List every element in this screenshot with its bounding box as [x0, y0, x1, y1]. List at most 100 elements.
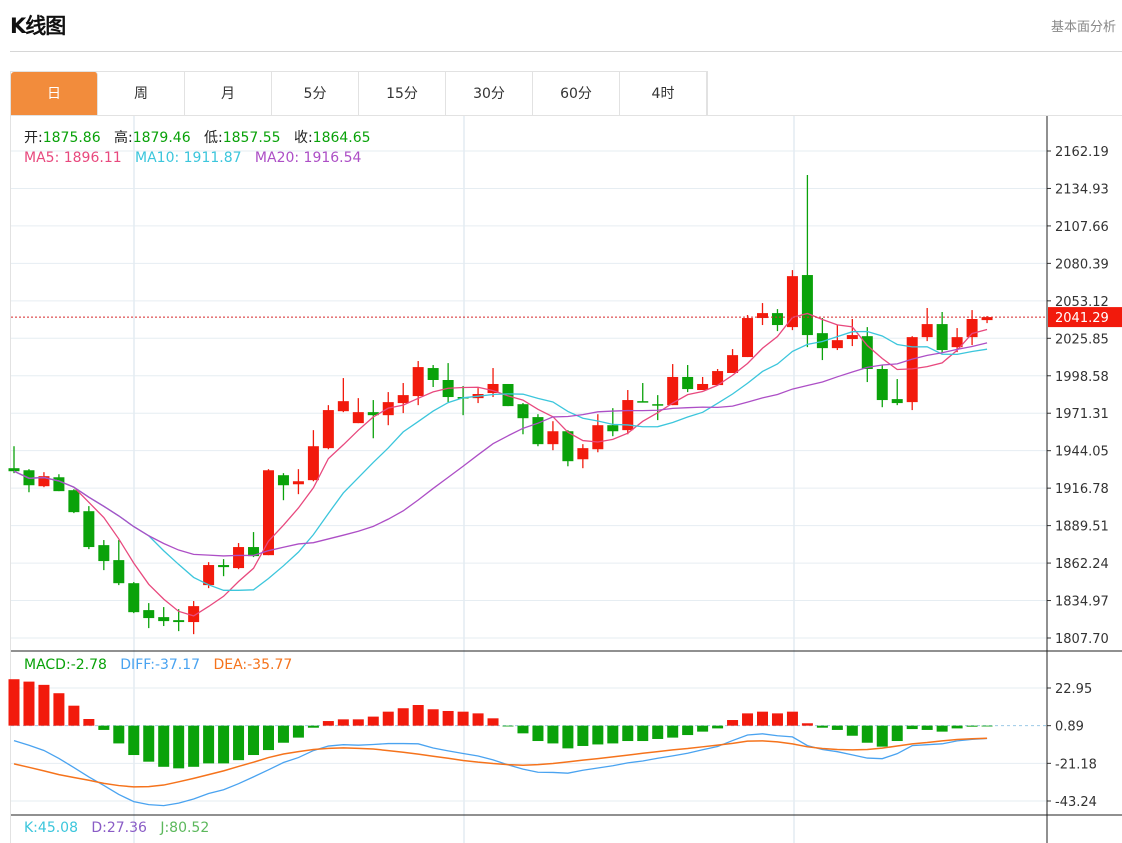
macd-bar — [173, 725, 185, 769]
macd-bar — [757, 711, 768, 726]
macd-bar — [337, 719, 349, 726]
dea-line — [13, 737, 988, 788]
candle-body — [38, 476, 50, 487]
macd-bar — [23, 681, 35, 726]
macd-bar — [442, 710, 454, 726]
diff-line — [13, 733, 988, 807]
candle-body — [682, 376, 694, 390]
candle — [98, 540, 110, 571]
candle-body — [262, 470, 274, 556]
price-tick-label: 1834.97 — [1055, 595, 1109, 610]
k-label: K: — [24, 820, 38, 836]
tab-month[interactable]: 月 — [185, 72, 272, 116]
macd-tick-label: 0.89 — [1055, 720, 1084, 735]
macd-bar — [517, 725, 529, 734]
fundamental-analysis-link[interactable]: 基本面分析 — [1051, 20, 1117, 35]
candle-body — [891, 399, 903, 404]
tab-5min[interactable]: 5分 — [272, 72, 359, 116]
macd-bar — [876, 725, 888, 747]
candle — [697, 376, 709, 391]
current-price-tag — [1048, 307, 1122, 328]
ma5-line — [13, 312, 988, 617]
macd-bar — [712, 725, 724, 729]
candle-body — [742, 318, 754, 358]
macd-bar — [831, 725, 843, 730]
candle — [457, 386, 469, 416]
candle-body — [547, 431, 559, 445]
candle-body — [667, 376, 679, 406]
macd-bar — [727, 720, 739, 726]
close-label: 收: — [293, 130, 313, 146]
ma10-line — [13, 330, 988, 591]
candle-body — [981, 317, 993, 321]
candle-body — [83, 511, 95, 548]
macd-bar — [607, 725, 619, 744]
high-value: 1879.46 — [132, 130, 191, 146]
candle-body — [607, 425, 619, 432]
macd-bar — [427, 709, 439, 726]
candle-body — [652, 404, 664, 406]
macd-tick-label: 22.95 — [1055, 682, 1092, 697]
ma20-line — [13, 342, 988, 557]
macd-bar — [277, 725, 289, 743]
candle-body — [562, 431, 574, 462]
macd-bar — [532, 725, 544, 742]
candle — [277, 473, 289, 501]
candle-body — [427, 368, 439, 380]
candle-body — [577, 448, 589, 460]
candle-body — [786, 276, 798, 328]
candle — [53, 474, 65, 492]
macd-bar — [786, 711, 798, 726]
price-tick-label: 2053.12 — [1055, 295, 1109, 310]
candle — [113, 540, 125, 586]
candle — [727, 349, 739, 373]
macd-bar — [487, 718, 499, 726]
tab-15min[interactable]: 15分 — [359, 72, 446, 116]
candle-body — [966, 319, 978, 338]
candle-body — [397, 395, 409, 404]
candle-body — [158, 617, 170, 622]
candle — [397, 383, 409, 414]
macd-bar — [577, 725, 589, 746]
candle-body — [277, 475, 289, 486]
candle — [966, 310, 978, 346]
kdj-info: K:45.08 D:27.36 J:80.52 — [24, 820, 209, 836]
tab-30min[interactable]: 30分 — [446, 72, 533, 116]
candle — [652, 395, 664, 421]
candle — [173, 609, 185, 632]
candle — [203, 562, 215, 589]
tab-60min[interactable]: 60分 — [533, 72, 620, 116]
macd-bar — [83, 719, 95, 726]
candle — [786, 270, 798, 331]
dea-label: DEA: — [213, 657, 248, 673]
candle — [128, 582, 140, 614]
candle — [143, 603, 155, 629]
candle-body — [68, 490, 80, 513]
candle-body — [861, 336, 873, 370]
candle-body — [337, 401, 349, 412]
macd-bar — [367, 716, 379, 726]
candle-body — [203, 565, 215, 586]
candle — [757, 303, 768, 326]
candle-body — [727, 355, 739, 373]
diff-value: -37.17 — [154, 657, 201, 673]
price-tick-label: 1944.05 — [1055, 445, 1109, 460]
macd-bar — [53, 693, 65, 726]
tab-week[interactable]: 周 — [98, 72, 185, 116]
j-value: 80.52 — [169, 820, 210, 836]
tab-day[interactable]: 日 — [11, 72, 98, 116]
candle — [487, 368, 499, 398]
macd-bar — [382, 711, 394, 726]
tab-4hour[interactable]: 4时 — [620, 72, 707, 116]
low-value: 1857.55 — [222, 130, 281, 146]
candle-body — [622, 400, 634, 431]
macd-bar — [951, 725, 963, 729]
candle — [846, 319, 858, 347]
header-divider — [10, 51, 1122, 52]
macd-bar — [322, 721, 334, 726]
low-label: 低: — [203, 130, 223, 146]
candle-body — [502, 383, 514, 407]
candle-body — [292, 481, 304, 485]
macd-bar — [307, 725, 319, 728]
